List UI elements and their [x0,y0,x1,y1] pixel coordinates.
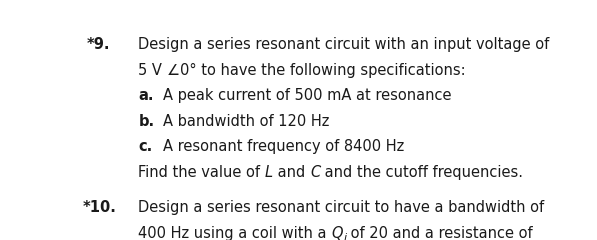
Text: *10.: *10. [83,200,117,215]
Text: *9.: *9. [86,37,110,52]
Text: Design a series resonant circuit to have a bandwidth of: Design a series resonant circuit to have… [139,200,544,215]
Text: 400 Hz using a coil with a: 400 Hz using a coil with a [139,226,331,240]
Text: L: L [265,165,273,180]
Text: Q: Q [331,226,343,240]
Text: 0° to have the following specifications:: 0° to have the following specifications: [180,63,466,78]
Text: Find the value of: Find the value of [139,165,265,180]
Text: C: C [310,165,321,180]
Text: c.: c. [139,139,153,154]
Text: b.: b. [139,114,155,129]
Text: a.: a. [139,88,154,103]
Text: of 20 and a resistance of: of 20 and a resistance of [346,226,533,240]
Text: i: i [343,233,346,240]
Text: ∠: ∠ [167,63,180,78]
Text: and the cutoff frequencies.: and the cutoff frequencies. [321,165,524,180]
Text: and: and [273,165,310,180]
Text: A bandwidth of 120 Hz: A bandwidth of 120 Hz [164,114,330,129]
Text: A resonant frequency of 8400 Hz: A resonant frequency of 8400 Hz [164,139,405,154]
Text: 5 V: 5 V [139,63,167,78]
Text: Design a series resonant circuit with an input voltage of: Design a series resonant circuit with an… [139,37,550,52]
Text: A peak current of 500 mA at resonance: A peak current of 500 mA at resonance [164,88,452,103]
